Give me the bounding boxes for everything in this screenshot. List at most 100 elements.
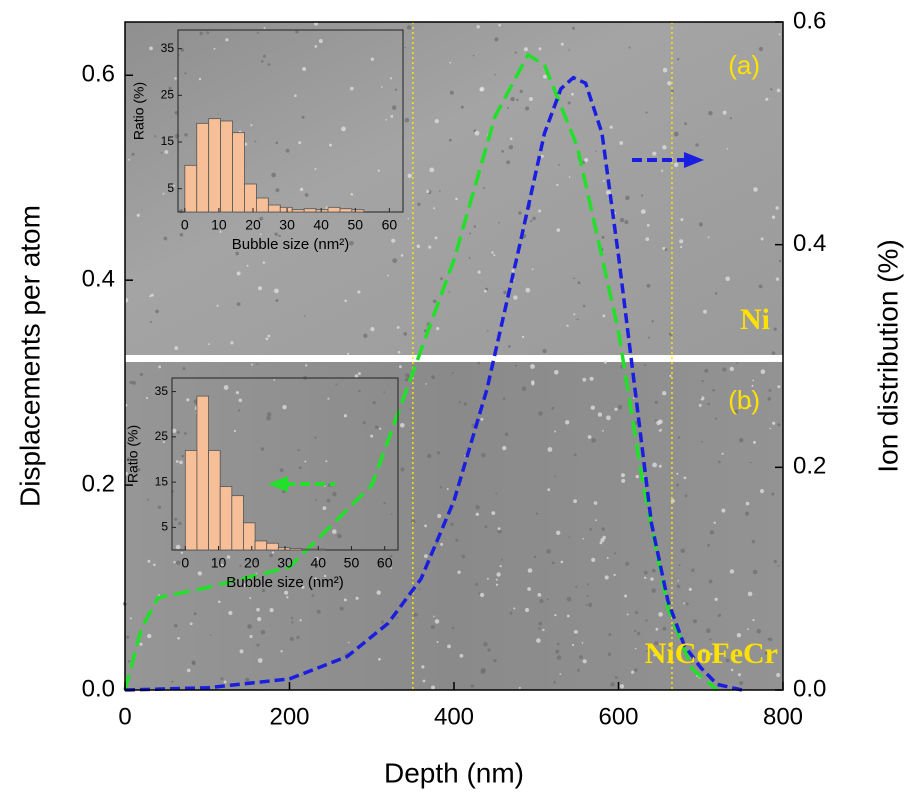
speckle [547,488,551,492]
speckle [239,649,244,654]
speckle [298,141,302,145]
speckle [173,623,178,628]
speckle [287,244,290,246]
speckle [714,292,718,295]
speckle [510,96,515,102]
histogram-bar [184,450,198,551]
speckle [744,511,750,516]
speckle [654,641,659,646]
speckle [448,138,452,142]
speckle [677,58,680,61]
speckle [752,569,758,575]
speckle [540,154,544,158]
speckle [775,277,780,281]
y2-axis-label: Ion distribution (%) [872,239,903,472]
inset-x-tick-label: 10 [211,555,227,571]
speckle [301,585,305,589]
speckle [390,115,394,118]
speckle [257,617,262,622]
speckle [707,236,710,239]
speckle [263,54,266,58]
speckle [597,412,603,417]
histogram-bar [279,206,293,213]
speckle [554,370,559,375]
speckle [486,577,489,580]
speckle [770,88,773,91]
speckle [436,327,440,331]
speckle [571,643,575,647]
speckle [383,391,386,394]
speckle [601,235,605,239]
speckle [609,125,613,129]
speckle [407,217,410,220]
speckle [573,499,577,504]
speckle [511,269,515,273]
histogram-bar [327,206,341,213]
histogram-bar [312,548,326,551]
speckle [278,234,281,238]
histogram-bar [254,540,268,551]
speckle [262,261,266,264]
speckle [566,324,569,327]
speckle [653,653,657,657]
speckle [176,430,180,434]
speckle [266,415,271,421]
speckle [523,47,528,52]
speckle [435,541,439,545]
y-axis-label: Displacements per atom [14,205,45,507]
speckle [680,245,683,249]
speckle [614,212,617,215]
speckle [531,380,535,385]
speckle [641,194,644,197]
speckle [183,432,187,435]
speckle [434,619,440,624]
speckle [771,492,775,496]
speckle [326,498,331,503]
speckle [568,536,571,538]
speckle [256,363,259,365]
speckle [708,111,713,116]
speckle [163,236,168,241]
speckle [631,670,635,674]
speckle [673,131,679,137]
speckle [542,628,545,632]
speckle [370,434,374,438]
speckle [274,288,279,294]
speckle [400,423,405,428]
speckle [362,421,366,425]
speckle [593,501,598,505]
speckle [688,587,692,592]
speckle [378,560,383,566]
speckle [654,419,657,422]
speckle [706,628,711,633]
annotation: NiCoFeCr [645,637,778,670]
inset-x-tick-label: 40 [310,555,326,571]
speckle [271,551,275,554]
speckle [150,320,152,323]
speckle [554,614,557,617]
speckle [439,190,441,192]
speckle [174,111,179,115]
speckle [154,135,157,138]
speckle [396,326,400,329]
speckle [531,268,534,271]
speckle [483,642,488,647]
speckle [756,628,762,634]
y-tick-label: 0.0 [82,675,115,702]
speckle [431,685,435,690]
speckle [150,293,154,297]
speckle [773,559,777,564]
speckle [658,427,661,430]
speckle [235,251,240,256]
speckle [440,277,443,281]
speckle [738,673,741,677]
inset-x-label: Bubble size (nm²) [232,236,350,253]
speckle [771,215,776,219]
speckle [651,588,656,593]
speckle [127,660,131,663]
speckle [425,383,427,385]
speckle [428,245,432,249]
speckle [223,385,229,390]
speckle [721,508,726,513]
